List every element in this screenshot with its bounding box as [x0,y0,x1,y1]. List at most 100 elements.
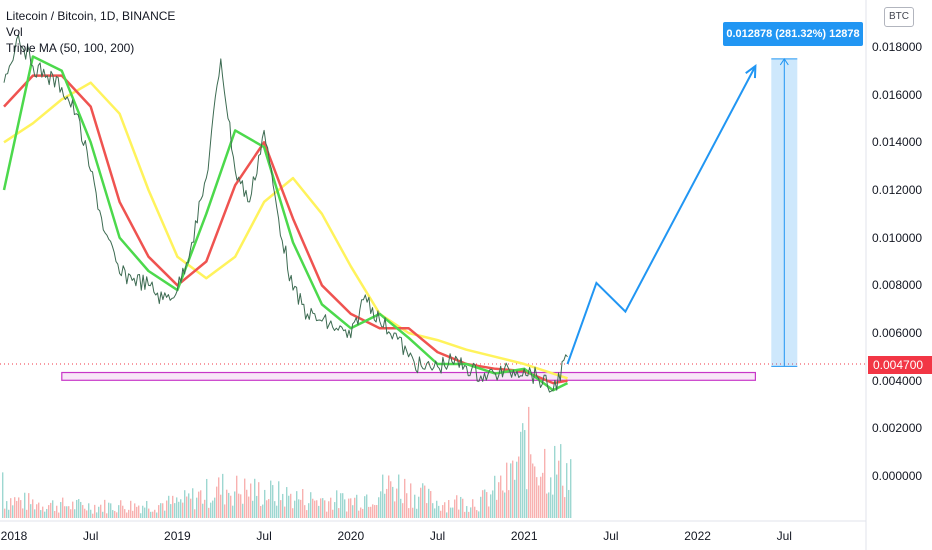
volume-bar [416,508,418,518]
volume-bar [530,454,532,518]
volume-bar [144,507,146,518]
volume-bar [542,472,544,518]
volume-bar [46,508,48,518]
volume-bar [326,511,328,518]
volume-bar [10,498,12,518]
volume-bar [228,492,230,518]
volume-bar [112,510,114,518]
currency-badge[interactable]: BTC [884,7,914,27]
volume-bar [188,493,190,518]
volume-bar [212,500,214,518]
volume-bar [324,500,326,518]
volume-bar [202,503,204,518]
volume-bar [520,431,522,518]
volume-bar [302,489,304,518]
volume-bar [518,456,520,518]
volume-bar [216,486,218,518]
volume-bar [292,508,294,518]
volume-bar [476,510,478,518]
volume-bar [136,506,138,518]
volume-bar [126,512,128,518]
volume-bar [240,494,242,518]
volume-bar [548,492,550,518]
volume-bar [514,479,516,518]
symbol-title[interactable]: Litecoin / Bitcoin, 1D, BINANCE [6,9,176,23]
projection-path [566,65,757,365]
volume-bar [170,504,172,518]
volume-bar [466,506,468,518]
volume-bar [550,477,552,518]
volume-bar [316,500,318,518]
volume-bar [392,486,394,518]
volume-bar [506,462,508,518]
volume-bar [364,496,366,518]
volume-bar [214,497,216,518]
volume-bar [176,497,178,518]
volume-bar [330,497,332,518]
volume-bar [102,511,104,518]
volume-bar [310,492,312,518]
volume-bar [516,461,518,518]
volume-bar [344,499,346,518]
volume-bar [336,490,338,518]
volume-bar [284,506,286,518]
volume-bar [494,475,496,518]
volume-bar [192,488,194,518]
volume-bar [186,496,188,518]
volume-bar [94,504,96,518]
volume-bar [106,513,108,518]
volume-bar [570,459,572,518]
price-line [3,34,568,393]
volume-bar [446,512,448,518]
volume-bar [496,499,498,518]
volume-bar [298,499,300,518]
triple-ma-indicator-label[interactable]: Triple MA (50, 100, 200) [6,41,135,55]
volume-bar [434,508,436,518]
volume-bar [338,508,340,518]
volume-bar [470,507,472,518]
volume-bar [48,505,50,518]
volume-bar [86,510,88,518]
volume-bar [280,500,282,518]
volume-bar [74,509,76,518]
volume-bar [512,460,514,518]
volume-bar [566,463,568,518]
volume-bar [262,504,264,518]
volume-bar [182,502,184,518]
volume-bar [452,507,454,518]
volume-bar [164,510,166,518]
volume-bar [490,494,492,518]
volume-bar [44,511,46,518]
volume-bar [40,510,42,518]
volume-bar [218,477,220,518]
volume-bar [64,506,66,518]
volume-bar [320,498,322,518]
volume-bar [418,496,420,518]
volume-bar [50,502,52,518]
volume-bar [486,492,488,518]
x-tick-label: Jul [83,529,99,543]
x-tick-label: 2022 [684,529,711,543]
current-price-tag: 0.004700 [868,356,932,374]
volume-bar [2,472,4,518]
volume-bar [396,488,398,518]
volume-bar [70,509,72,518]
volume-bar [380,491,382,518]
volume-bar [152,511,154,518]
volume-bar [180,499,182,518]
volume-bar [290,493,292,518]
volume-bar [32,499,34,518]
volume-bar [12,505,14,518]
volume-bar [522,423,524,518]
volume-bar [376,505,378,518]
volume-bar [104,499,106,518]
volume-bar [390,481,392,518]
volume-bar [472,499,474,518]
volume-bar [244,478,246,518]
volume-bar [560,444,562,518]
projection-arrowhead [745,64,757,79]
volume-bar [340,493,342,518]
volume-indicator-label[interactable]: Vol [6,25,23,39]
